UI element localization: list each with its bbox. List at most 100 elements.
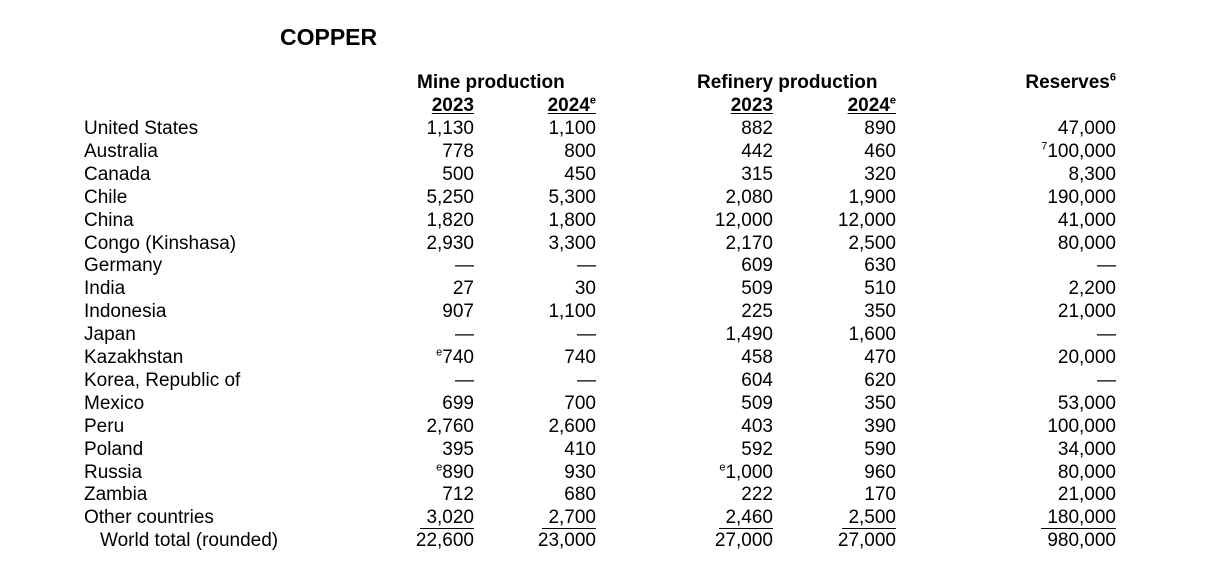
refinery-2024-cell: 1,900 — [848, 187, 896, 210]
refinery-production-header: Refinery production — [697, 72, 878, 93]
mine-2024-cell: 410 — [564, 439, 596, 462]
mine-2024-cell-text: 930 — [564, 461, 596, 483]
refinery-2024-cell-value: 470 — [864, 347, 896, 368]
mine-2024-cell-value: — — [577, 370, 596, 391]
mine-2023-cell-text: — — [455, 255, 474, 277]
reserves-cell-value: 80,000 — [1058, 462, 1116, 483]
reserves-cell-text: 190,000 — [1047, 186, 1116, 208]
refinery-2024-cell: 350 — [864, 393, 896, 416]
mine-2023-cell: 712 — [442, 484, 474, 507]
mine-2023-cell-text: 740 — [442, 347, 474, 368]
mine-2024-cell-value: 2,600 — [548, 416, 596, 437]
mine-2024-cell-text: 2,700 — [548, 507, 596, 529]
table-row: Congo (Kinshasa) 2,930 3,300 2,170 2,500 80,0… — [0, 233, 1224, 256]
refinery-2023-cell: 609 — [741, 255, 773, 278]
refinery-2023-cell-text: 225 — [741, 301, 773, 323]
table-row: Russia e890 930 e1,000 960 80,000 — [0, 462, 1224, 485]
mine-2023-cell-text: 395 — [442, 438, 474, 460]
refinery-2024-cell-value: 12,000 — [838, 210, 896, 231]
mine-2023-cell: 22,600 — [416, 530, 474, 553]
refinery-2023-cell-text: 315 — [741, 163, 773, 185]
mine-2023-cell: 2,760 — [426, 416, 474, 439]
reserves-cell-text: 8,300 — [1068, 163, 1116, 185]
refinery-2024-cell: 350 — [864, 301, 896, 324]
mine-2024-cell-value: 740 — [564, 347, 596, 368]
mine-2023-cell-text: 778 — [442, 140, 474, 162]
refinery-2023-cell-value: 592 — [741, 439, 773, 460]
refinery-2024-cell-value: 890 — [864, 118, 896, 139]
mine-2023-cell: e740 — [436, 347, 474, 370]
country-name: India — [84, 278, 126, 300]
refinery-2023-cell: 592 — [741, 439, 773, 462]
mine-2023-cell-text: 3,020 — [426, 507, 474, 529]
refinery-2023-cell-text: 12,000 — [714, 209, 773, 231]
refinery-2024-cell-text: 510 — [864, 278, 896, 300]
mine-2024-cell: 2,600 — [548, 416, 596, 439]
refinery-2024-cell: 12,000 — [838, 210, 896, 233]
mine-2023-cell-value: 2,930 — [426, 233, 474, 254]
refinery-2023-cell-text: 1,490 — [725, 324, 773, 346]
reserves-cell-value: 21,000 — [1058, 484, 1116, 505]
mine-2023-cell-text: 5,250 — [426, 186, 474, 208]
reserves-header-label: Reserves — [1025, 72, 1110, 93]
country-name: China — [84, 209, 134, 231]
mine-2024-header: 2024e — [548, 95, 596, 117]
refinery-2024-cell: 390 — [864, 416, 896, 439]
refinery-2024-cell: 320 — [864, 164, 896, 187]
refinery-2024-cell-text: 460 — [864, 140, 896, 162]
mine-2023-cell: 395 — [442, 439, 474, 462]
estimate-mark: e — [889, 94, 896, 107]
mine-2024-cell-text: 800 — [564, 140, 596, 162]
mine-2024-cell-text: 1,100 — [548, 301, 596, 323]
mine-2024-cell-value: 450 — [564, 164, 596, 185]
mine-2024-cell-value: 930 — [564, 462, 596, 483]
refinery-2024-cell-text: 1,900 — [848, 186, 896, 208]
mine-2024-cell: — — [577, 255, 596, 278]
page-title: COPPER — [280, 24, 378, 50]
mine-2024-cell-text: 1,100 — [548, 118, 596, 139]
refinery-2023-cell-value: 403 — [741, 416, 773, 437]
table-row: Korea, Republic of — — 604 620 — — [0, 370, 1224, 393]
country-name: Canada — [84, 163, 151, 185]
refinery-2023-cell-text: 882 — [741, 118, 773, 139]
refinery-2023-cell: 222 — [741, 484, 773, 507]
mine-2024-cell: 5,300 — [548, 187, 596, 210]
mine-2023-cell-value: — — [455, 370, 474, 391]
mine-2024-cell-value: 680 — [564, 484, 596, 505]
mine-2024-cell: 30 — [575, 278, 596, 301]
reserves-cell: — — [1097, 255, 1116, 278]
table-row: Australia 778 800 442 460 7100,000 — [0, 141, 1224, 164]
refinery-2023-cell-value: 458 — [741, 347, 773, 368]
mine-2023-cell: 907 — [442, 301, 474, 324]
reserves-cell: 100,000 — [1047, 416, 1116, 439]
reserves-cell: 980,000 — [1047, 530, 1116, 553]
reserves-cell-text: 2,200 — [1068, 278, 1116, 300]
refinery-2023-cell-text: 509 — [741, 278, 773, 300]
refinery-2024-cell-value: 2,500 — [848, 233, 896, 254]
reserves-cell-value: 20,000 — [1058, 347, 1116, 368]
country-name: United States — [84, 118, 199, 139]
reserves-cell-text: 21,000 — [1057, 301, 1116, 323]
refinery-2023-cell-text: 27,000 — [714, 530, 773, 552]
refinery-2023-cell-text: 509 — [741, 392, 773, 414]
table-row: Indonesia 907 1,100 225 350 21,000 — [0, 301, 1224, 324]
footnote-mark: e — [436, 461, 443, 474]
reserves-cell: 21,000 — [1058, 301, 1116, 324]
year-label: 2024 — [847, 95, 890, 116]
refinery-2023-cell: 2,170 — [725, 233, 773, 256]
refinery-2023-cell-value: 222 — [741, 484, 773, 505]
mine-2023-cell-value: 1,130 — [426, 118, 474, 139]
refinery-2023-cell-text: 604 — [741, 369, 773, 391]
mine-2023-cell-value: e890 — [436, 462, 474, 483]
refinery-2024-cell-value: 350 — [864, 301, 896, 322]
refinery-2024-cell-text: 320 — [864, 163, 896, 185]
mine-2024-cell-value: 5,300 — [548, 187, 596, 208]
mine-2023-cell-text: 27 — [452, 278, 474, 300]
refinery-2023-cell: 225 — [741, 301, 773, 324]
reserves-cell-value: 190,000 — [1047, 187, 1116, 208]
mine-2024-cell-text: 3,300 — [548, 232, 596, 254]
refinery-2023-cell: 509 — [741, 393, 773, 416]
mine-2024-cell: 3,300 — [548, 233, 596, 256]
mine-2024-cell-text: 23,000 — [537, 530, 596, 552]
mine-2024-cell-text: 410 — [564, 438, 596, 460]
